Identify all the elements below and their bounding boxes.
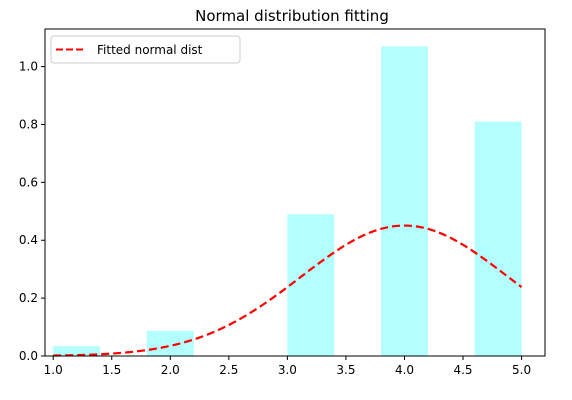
legend: Fitted normal dist xyxy=(50,35,241,64)
y-axis: 0.0 0.2 0.4 0.6 0.8 1.0 xyxy=(19,60,45,363)
y-tick-label: 0.8 xyxy=(19,117,38,131)
x-tick-label: 1.5 xyxy=(102,363,121,377)
chart-title: Normal distribution fitting xyxy=(195,7,389,25)
x-tick-label: 4.5 xyxy=(453,363,472,377)
x-tick-label: 1.0 xyxy=(44,363,63,377)
histogram-bar xyxy=(53,346,101,356)
histogram-bar xyxy=(474,121,522,356)
y-tick-label: 0.2 xyxy=(19,291,38,305)
fitted-curve-layer xyxy=(53,224,523,357)
histogram-bars xyxy=(53,46,522,357)
x-tick-label: 3.0 xyxy=(278,363,297,377)
y-tick-label: 0.4 xyxy=(19,233,38,247)
plot-area-frame xyxy=(44,28,546,357)
x-tick-label: 5.0 xyxy=(512,363,531,377)
y-tick-label: 0.6 xyxy=(19,175,38,189)
histogram-bar xyxy=(287,214,335,356)
x-axis: 1.0 1.5 2.0 2.5 3.0 3.5 4.0 4.5 5.0 xyxy=(44,356,531,377)
x-tick-label: 3.5 xyxy=(336,363,355,377)
legend-box xyxy=(50,35,241,64)
y-tick-label: 0.0 xyxy=(19,349,38,363)
y-tick-label: 1.0 xyxy=(19,60,38,74)
x-tick-label: 2.5 xyxy=(219,363,238,377)
fitted-normal-curve xyxy=(53,224,523,357)
legend-label: Fitted normal dist xyxy=(97,43,203,57)
histogram-bar xyxy=(381,46,428,357)
x-tick-label: 2.0 xyxy=(161,363,180,377)
histogram-bar xyxy=(146,330,194,356)
x-tick-label: 4.0 xyxy=(395,363,414,377)
